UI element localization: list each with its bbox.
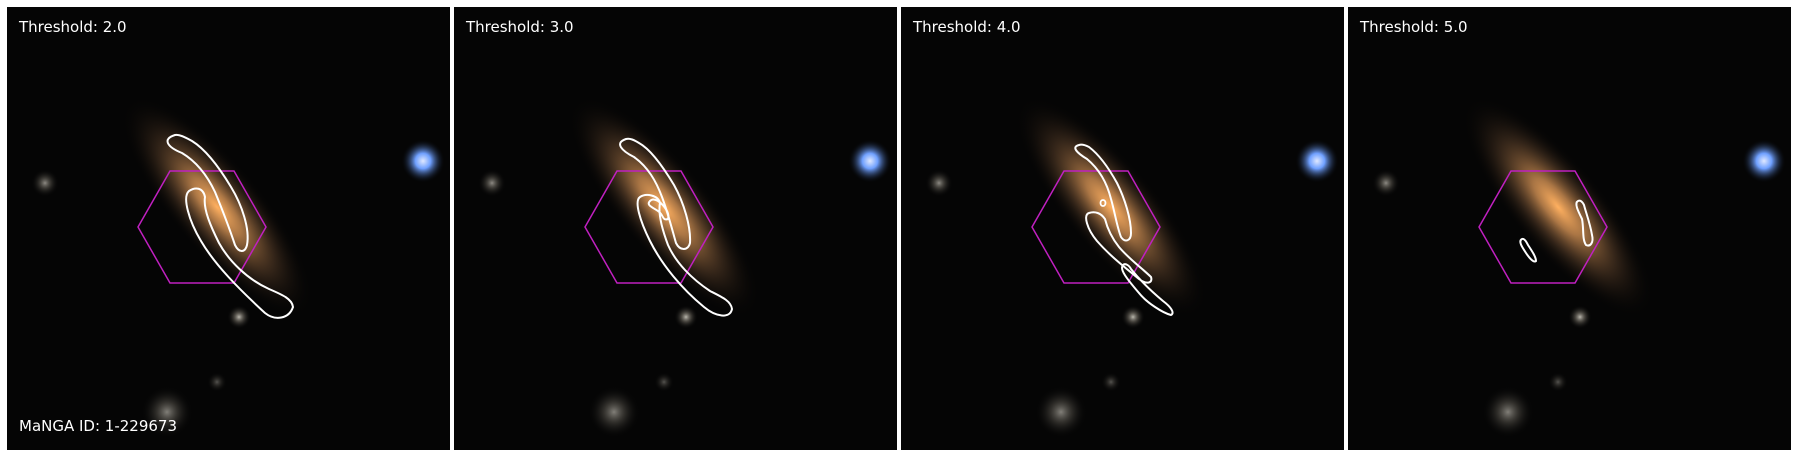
- manga-id-label: MaNGA ID: 1-229673: [19, 417, 178, 435]
- field-star: [925, 169, 953, 197]
- galaxy-image: [1348, 7, 1791, 450]
- blue-star: [848, 139, 892, 183]
- threshold-label: Threshold: 2.0: [19, 18, 127, 36]
- galaxy-glow: [1014, 95, 1208, 319]
- field-star: [1548, 372, 1568, 392]
- blue-star: [1295, 139, 1339, 183]
- field-star: [674, 305, 698, 329]
- image-panel-1: Threshold: 2.0 MaNGA ID: 1-229673: [7, 7, 450, 450]
- threshold-label: Threshold: 3.0: [466, 18, 574, 36]
- contour-inner: [185, 187, 295, 319]
- threshold-label: Threshold: 5.0: [1360, 18, 1468, 36]
- contour-inner: [636, 194, 734, 317]
- galaxy-image: [7, 7, 450, 450]
- contour-outer: [166, 133, 249, 252]
- field-star: [141, 386, 193, 438]
- galaxy-image: [454, 7, 897, 450]
- ifu-hexagon: [1478, 170, 1608, 284]
- contour-inner: [1519, 237, 1538, 263]
- field-star: [1035, 386, 1087, 438]
- blue-star: [401, 139, 445, 183]
- contour-inner: [1085, 211, 1174, 317]
- image-panel-4: Threshold: 5.0: [1348, 7, 1791, 450]
- field-star: [31, 169, 59, 197]
- field-star: [1121, 305, 1145, 329]
- contour-outer: [1575, 199, 1594, 247]
- field-star: [588, 386, 640, 438]
- field-star: [1482, 386, 1534, 438]
- threshold-label: Threshold: 4.0: [913, 18, 1021, 36]
- contour-dot: [1099, 199, 1107, 207]
- blue-star: [1742, 139, 1786, 183]
- ifu-hexagon: [1031, 170, 1161, 284]
- contour-outer: [619, 137, 692, 250]
- field-star: [227, 305, 251, 329]
- ifu-hexagon: [584, 170, 714, 284]
- field-star: [1101, 372, 1121, 392]
- image-panel-3: Threshold: 4.0: [901, 7, 1344, 450]
- galaxy-glow: [120, 95, 314, 319]
- field-star: [654, 372, 674, 392]
- contour-outer: [1074, 143, 1133, 242]
- galaxy-glow: [1461, 95, 1655, 319]
- field-star: [1372, 169, 1400, 197]
- galaxy-image: [901, 7, 1344, 450]
- field-star: [478, 169, 506, 197]
- image-panel-2: Threshold: 3.0: [454, 7, 897, 450]
- field-star: [207, 372, 227, 392]
- field-star: [1568, 305, 1592, 329]
